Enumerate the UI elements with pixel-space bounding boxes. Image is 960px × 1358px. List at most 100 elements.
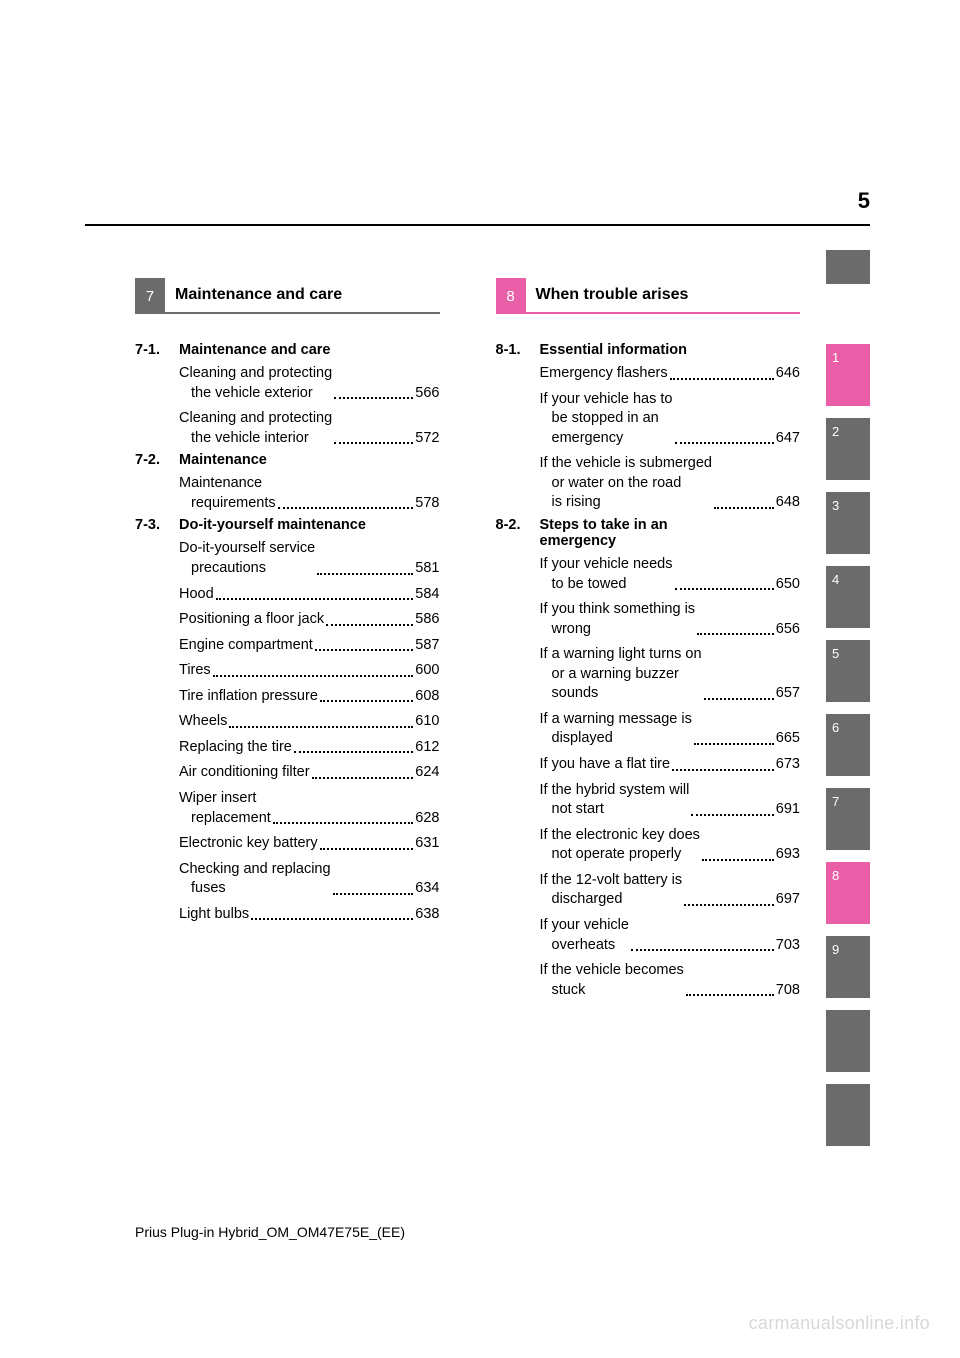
toc-item-label: Cleaning and protectingthe vehicle inter… <box>179 409 332 448</box>
watermark-text: carmanualsonline.info <box>749 1313 930 1334</box>
toc-item-page: 650 <box>776 575 800 595</box>
toc-items: Do-it-yourself serviceprecautions581Hood… <box>179 539 440 924</box>
toc-item-page: 572 <box>415 429 439 449</box>
toc-leader-dots <box>273 822 414 824</box>
toc-leader-dots <box>315 649 414 651</box>
toc-item: If the vehicle is submergedor water on t… <box>540 454 801 513</box>
toc-item-page: 638 <box>415 905 439 925</box>
toc-subsection-title: Do-it-yourself maintenance <box>179 517 366 533</box>
toc-leader-dots <box>334 397 413 399</box>
toc-items: Cleaning and protectingthe vehicle exter… <box>179 364 440 448</box>
side-tab-3[interactable]: 3 <box>826 492 870 554</box>
toc-leader-dots <box>334 442 413 444</box>
toc-leader-dots <box>684 904 774 906</box>
toc-item-page: 697 <box>776 890 800 910</box>
toc-item-label: If your vehicle has tobe stopped in anem… <box>540 390 673 449</box>
toc-subsection-title: Maintenance <box>179 452 267 468</box>
toc-subsection: 8-2.Steps to take in anemergency <box>496 517 801 549</box>
toc-item: Maintenancerequirements578 <box>179 474 440 513</box>
toc-leader-dots <box>317 573 413 575</box>
toc-item-label: If you think something iswrong <box>540 600 696 639</box>
side-tab-6[interactable]: 6 <box>826 714 870 776</box>
page-number: 5 <box>858 188 870 214</box>
toc-leader-dots <box>670 378 774 380</box>
toc-item: Wiper insertreplacement628 <box>179 789 440 828</box>
toc-item-label: If the 12-volt battery isdischarged <box>540 871 683 910</box>
chapter-7-header: 7 Maintenance and care <box>135 278 440 314</box>
toc-item-page: 673 <box>776 755 800 775</box>
toc-subsection-number: 7-3. <box>135 517 179 533</box>
toc-item-label: If a warning message isdisplayed <box>540 710 692 749</box>
toc-item: If the vehicle becomesstuck708 <box>540 961 801 1000</box>
toc-item-page: 631 <box>415 834 439 854</box>
toc-item-label: If your vehicle needsto be towed <box>540 555 673 594</box>
side-tab-7[interactable]: 7 <box>826 788 870 850</box>
toc-subsection-number: 8-2. <box>496 517 540 533</box>
toc-subsection-number: 8-1. <box>496 342 540 358</box>
toc-item-label: If you have a flat tire <box>540 755 671 775</box>
toc-item: Do-it-yourself serviceprecautions581 <box>179 539 440 578</box>
toc-item-label: Electronic key battery <box>179 834 318 854</box>
toc-item-label: Cleaning and protectingthe vehicle exter… <box>179 364 332 403</box>
side-tab-8[interactable]: 8 <box>826 862 870 924</box>
toc-subsection-title: Maintenance and care <box>179 342 331 358</box>
toc-item: If your vehicle needsto be towed 650 <box>540 555 801 594</box>
content-area: 7 Maintenance and care 7-1.Maintenance a… <box>135 278 800 1000</box>
toc-item: Cleaning and protectingthe vehicle inter… <box>179 409 440 448</box>
toc-items: Maintenancerequirements578 <box>179 474 440 513</box>
toc-leader-dots <box>672 769 774 771</box>
toc-item-page: 610 <box>415 712 439 732</box>
side-tab-4[interactable]: 4 <box>826 566 870 628</box>
toc-leader-dots <box>694 743 774 745</box>
toc-leader-dots <box>697 633 774 635</box>
toc-leader-dots <box>326 624 413 626</box>
toc-item: Cleaning and protectingthe vehicle exter… <box>179 364 440 403</box>
toc-item: Tires600 <box>179 661 440 681</box>
toc-item-label: Tire inflation pressure <box>179 687 318 707</box>
toc-leader-dots <box>312 777 414 779</box>
toc-item-label: If your vehicleoverheats <box>540 916 629 955</box>
toc-item-page: 665 <box>776 729 800 749</box>
toc-item-page: 693 <box>776 845 800 865</box>
toc-item-page: 608 <box>415 687 439 707</box>
toc-leader-dots <box>333 893 414 895</box>
side-tab-5[interactable]: 5 <box>826 640 870 702</box>
toc-leader-dots <box>704 698 774 700</box>
toc-item-page: 657 <box>776 684 800 704</box>
toc-item-page: 566 <box>415 384 439 404</box>
toc-subsection: 7-3.Do-it-yourself maintenance <box>135 517 440 533</box>
toc-item-label: Air conditioning filter <box>179 763 310 783</box>
toc-item: If your vehicle has tobe stopped in anem… <box>540 390 801 449</box>
toc-item-label: Wheels <box>179 712 227 732</box>
toc-item-label: Checking and replacingfuses <box>179 860 331 899</box>
horizontal-rule <box>85 224 870 226</box>
toc-item: Checking and replacingfuses634 <box>179 860 440 899</box>
toc-item: Engine compartment587 <box>179 636 440 656</box>
side-tab-1[interactable]: 1 <box>826 344 870 406</box>
toc-leader-dots <box>675 588 774 590</box>
toc-item-label: If the vehicle becomesstuck <box>540 961 684 1000</box>
toc-item: If you think something iswrong 656 <box>540 600 801 639</box>
toc-item-label: If a warning light turns onor a warning … <box>540 645 702 704</box>
toc-item-label: If the electronic key doesnot operate pr… <box>540 826 700 865</box>
toc-item: Air conditioning filter624 <box>179 763 440 783</box>
side-tab-blank[interactable] <box>826 1010 870 1072</box>
toc-item-label: Replacing the tire <box>179 738 292 758</box>
toc-item-label: Tires <box>179 661 211 681</box>
side-tab-9[interactable]: 9 <box>826 936 870 998</box>
toc-item-label: Engine compartment <box>179 636 313 656</box>
toc-subsection-number: 7-2. <box>135 452 179 468</box>
toc-item-page: 656 <box>776 620 800 640</box>
right-column: 8 When trouble arises 8-1.Essential info… <box>496 278 801 1000</box>
toc-item: Wheels 610 <box>179 712 440 732</box>
toc-item: If the electronic key doesnot operate pr… <box>540 826 801 865</box>
toc-item-page: 586 <box>415 610 439 630</box>
toc-item-page: 703 <box>776 936 800 956</box>
side-tab-2[interactable]: 2 <box>826 418 870 480</box>
toc-items: If your vehicle needsto be towed650If yo… <box>540 555 801 1000</box>
toc-item-label: If the hybrid system willnot start <box>540 781 690 820</box>
page: 5 7 Maintenance and care 7-1.Maintenance… <box>0 0 960 1358</box>
toc-leader-dots <box>216 598 414 600</box>
toc-item-label: Emergency flashers <box>540 364 668 384</box>
side-tab-blank[interactable] <box>826 1084 870 1146</box>
